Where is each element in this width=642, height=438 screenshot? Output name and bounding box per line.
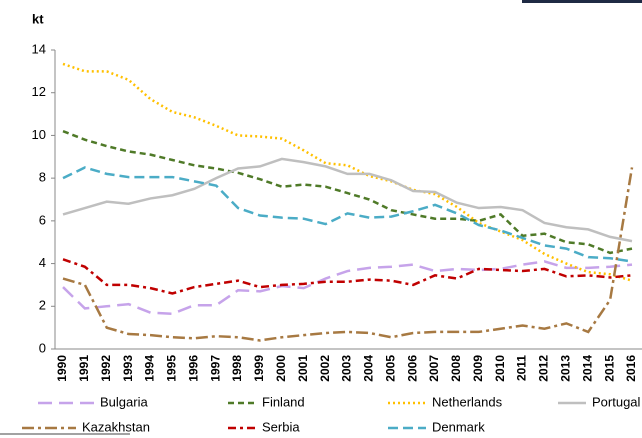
- x-tick-label: 1997: [208, 355, 222, 382]
- y-tick-label: 10: [32, 127, 46, 142]
- x-tick-label: 1994: [143, 355, 157, 382]
- x-tick-label: 2014: [580, 355, 594, 382]
- legend-label: Finland: [262, 394, 305, 409]
- series-line: [62, 62, 633, 282]
- x-tick-label: 2008: [449, 355, 463, 382]
- series-line: [62, 129, 633, 255]
- y-tick-label: 12: [32, 84, 46, 99]
- x-tick-label: 1998: [230, 355, 244, 382]
- x-tick-label: 1990: [55, 355, 69, 382]
- header-bar: [522, 0, 642, 3]
- x-tick-label: 2013: [559, 355, 573, 382]
- legend-label: Serbia: [262, 419, 300, 434]
- x-tick-label: 2007: [427, 355, 441, 382]
- y-tick-label: 2: [39, 298, 46, 313]
- series-line: [62, 157, 633, 243]
- x-tick-label: 2009: [471, 355, 485, 382]
- legend-label: Denmark: [432, 419, 485, 434]
- x-tick-label: 1993: [121, 355, 135, 382]
- x-tick-label: 2011: [515, 355, 529, 381]
- x-tick-label: 2010: [493, 355, 507, 382]
- x-tick-label: 1995: [165, 355, 179, 382]
- x-tick-label: 1999: [252, 355, 266, 382]
- series-line: [62, 166, 633, 263]
- x-tick-label: 1991: [77, 355, 91, 382]
- legend-label: Netherlands: [432, 394, 503, 409]
- series-line: [62, 258, 633, 295]
- legend-label: Kazakhstan: [82, 419, 150, 434]
- x-tick-label: 2000: [274, 355, 288, 382]
- x-tick-label: 2006: [405, 355, 419, 382]
- y-axis-label: kt: [32, 11, 44, 26]
- x-tick-label: 2001: [296, 355, 310, 382]
- x-tick-label: 2003: [340, 355, 354, 382]
- x-tick-label: 2015: [602, 355, 616, 382]
- x-tick-label: 1992: [99, 355, 113, 382]
- legend-label: Bulgaria: [100, 394, 148, 409]
- legend-label: Portugal: [592, 394, 641, 409]
- y-tick-label: 6: [39, 212, 46, 227]
- x-tick-label: 2012: [537, 355, 551, 382]
- y-tick-label: 0: [39, 340, 46, 355]
- series-line: [62, 167, 634, 342]
- x-tick-label: 2002: [318, 355, 332, 382]
- series-line: [62, 260, 633, 316]
- x-tick-label: 1996: [186, 355, 200, 382]
- y-tick-label: 14: [32, 41, 46, 56]
- y-tick-label: 4: [39, 255, 46, 270]
- x-tick-label: 2005: [383, 355, 397, 382]
- y-tick-label: 8: [39, 170, 46, 185]
- x-tick-label: 2004: [362, 355, 376, 382]
- x-tick-label: 2016: [624, 355, 638, 382]
